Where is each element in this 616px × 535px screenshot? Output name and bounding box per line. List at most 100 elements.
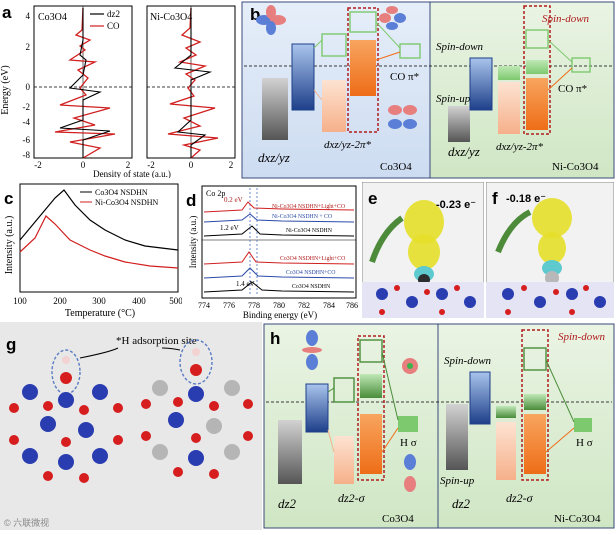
svg-text:Co3O4 NSDHN+Light+CO: Co3O4 NSDHN+Light+CO <box>280 256 345 262</box>
slab-right <box>141 348 253 479</box>
svg-text:2: 2 <box>126 160 131 170</box>
xps-curve-2 <box>203 213 355 223</box>
panel-a-ylabel: Energy (eV) <box>0 65 11 115</box>
spin-down-red-label: Spin-down <box>542 13 590 25</box>
highlight-box-h-right <box>521 329 549 481</box>
green-level-right <box>498 66 520 80</box>
svg-text:-2: -2 <box>147 160 155 170</box>
dz2-label-right: dz2 <box>452 496 471 511</box>
h-sigma-orbital-icon <box>402 358 418 374</box>
dz2-label-left: dz2 <box>278 496 297 511</box>
green-level-h-right <box>496 406 516 418</box>
y-ticks: 4 2 0 -2 -4 -6 -8 <box>23 11 31 160</box>
h-sigma-level-left <box>398 416 418 432</box>
svg-text:2: 2 <box>229 160 234 170</box>
blue-level-left <box>291 43 315 111</box>
svg-text:784: 784 <box>323 301 335 310</box>
svg-text:300: 300 <box>92 296 106 306</box>
dos-left-title: Co3O4 <box>38 12 67 23</box>
panel-c-ylabel: Intensity (a.u.) <box>4 216 15 275</box>
dxz-level-left <box>262 78 288 140</box>
highlight-box-left <box>347 7 379 133</box>
shift-label-12: 1.2 eV <box>220 224 239 232</box>
panel-a-xlabel: Density of state (a.u.) <box>93 169 171 178</box>
svg-text:Ni-Co3O4 NSDHN: Ni-Co3O4 NSDHN <box>286 228 333 234</box>
green-level-h-left <box>360 374 382 398</box>
h-site-annotation: *H adsorption site <box>116 335 197 347</box>
xps-curve-5 <box>203 267 355 279</box>
svg-text:0: 0 <box>26 82 31 92</box>
name-left: Co3O4 <box>380 161 412 173</box>
peach-level-right <box>498 82 520 134</box>
panel-h: h H σ dz2 dz2-σ Co3O4 Spin-down Spin-dow… <box>262 322 616 530</box>
orange-level-h-right <box>524 414 546 474</box>
legend-co: CO <box>107 21 120 31</box>
svg-text:500: 500 <box>169 296 182 306</box>
dxz-label-left: dxz/yz <box>258 150 290 165</box>
svg-text:Co3O4 NSDHN+CO: Co3O4 NSDHN+CO <box>286 270 336 276</box>
xps-curve-4 <box>203 251 355 265</box>
green-top-right <box>526 60 548 74</box>
co-pi-orbital-icon <box>379 6 406 30</box>
co-pi-level-left <box>399 43 421 59</box>
panel-b-diagram: b CO π* dxz/yz dxz/yz-2π* Co3O4 S <box>241 1 615 179</box>
shift-label-02: 0.2 eV <box>224 196 243 204</box>
panel-b-label: b <box>250 5 260 24</box>
bonding-orange-left <box>350 40 376 96</box>
dz2-level-right <box>446 404 468 470</box>
panel-d-ylabel: Intensity (a.u.) <box>188 216 198 269</box>
panel-d-xlabel: Binding energy (eV) <box>243 310 317 320</box>
panel-b: b CO π* dxz/yz dxz/yz-2π* Co3O4 S <box>240 0 616 180</box>
spin-up-label: Spin-up <box>436 93 471 105</box>
charge-value-f: -0.18 e⁻ <box>506 193 546 205</box>
co-pi-label-left: CO π* <box>390 71 419 83</box>
spin-up-h: Spin-up <box>440 475 475 487</box>
panel-a-label: a <box>2 3 12 22</box>
xps-legends: Ni-Co3O4 NSDHN+Light+CO Ni-Co3O4 NSDHN +… <box>272 204 345 290</box>
sigma-bond-icon <box>404 454 416 492</box>
h-sigma-label-right: H σ <box>576 437 593 449</box>
h-sigma-label-left: H σ <box>400 437 417 449</box>
panel-e-label: e <box>368 189 377 208</box>
svg-text:0: 0 <box>189 160 194 170</box>
xps-curve-6 <box>203 281 355 293</box>
panel-d-plot: d Intensity (a.u.) Co 2p 0.2 eV 1.2 eV 1… <box>186 185 358 320</box>
highlight-box-h-left <box>357 335 385 481</box>
dz2-dos-left <box>59 8 111 158</box>
panel-e-render: e -0.23 e⁻ <box>361 181 485 319</box>
legend-ni-co3o4: Ni-Co3O4 NSDHN <box>95 198 159 207</box>
svg-text:400: 400 <box>132 296 146 306</box>
dxz-label-right: dxz/yz <box>448 144 480 159</box>
svg-text:782: 782 <box>298 301 310 310</box>
dz2sigma-label-left: dz2-σ <box>338 491 366 505</box>
panel-c: c Intensity (a.u.) Co3O4 NSDHN Ni-Co3O4 … <box>0 180 183 320</box>
svg-text:0: 0 <box>81 160 86 170</box>
panel-a-plot: a Energy (eV) 4 2 0 -2 -4 -6 -8 Co3O4 Ni… <box>0 3 236 179</box>
name-right: Ni-Co3O4 <box>552 161 599 173</box>
tpd-curve-ni-co3o4 <box>19 215 179 269</box>
shift-label-14: 1.4 eV <box>236 280 255 288</box>
panel-e: e -0.23 e⁻ <box>361 181 485 319</box>
name-h-right: Ni-Co3O4 <box>554 513 601 525</box>
svg-text:Co3O4 NSDHN: Co3O4 NSDHN <box>292 284 331 290</box>
svg-text:776: 776 <box>223 301 235 310</box>
svg-text:2: 2 <box>26 42 31 52</box>
panel-c-xlabel: Temperature (°C) <box>65 308 135 319</box>
svg-text:780: 780 <box>273 301 285 310</box>
xps-curve-1 <box>203 201 355 213</box>
panel-d: d Intensity (a.u.) Co 2p 0.2 eV 1.2 eV 1… <box>182 182 358 320</box>
d-xticks: 774 776 778 780 782 784 786 <box>198 301 358 310</box>
h-sigma-level-right <box>574 418 592 432</box>
panel-f-render: f -0.18 e⁻ <box>485 181 615 319</box>
dz2-orbital-icon <box>302 330 322 370</box>
panel-c-label: c <box>4 189 13 208</box>
dos-right-title: Ni-Co3O4 <box>150 12 192 23</box>
blue-level-h-right <box>469 371 491 425</box>
co-dos-right <box>167 7 219 159</box>
svg-text:-4: -4 <box>23 117 31 127</box>
highlight-box-right <box>523 5 551 135</box>
lattice-f <box>486 282 614 318</box>
spin-down-label: Spin-down <box>436 41 484 53</box>
slab-left <box>9 356 123 483</box>
svg-text:-2: -2 <box>34 160 42 170</box>
